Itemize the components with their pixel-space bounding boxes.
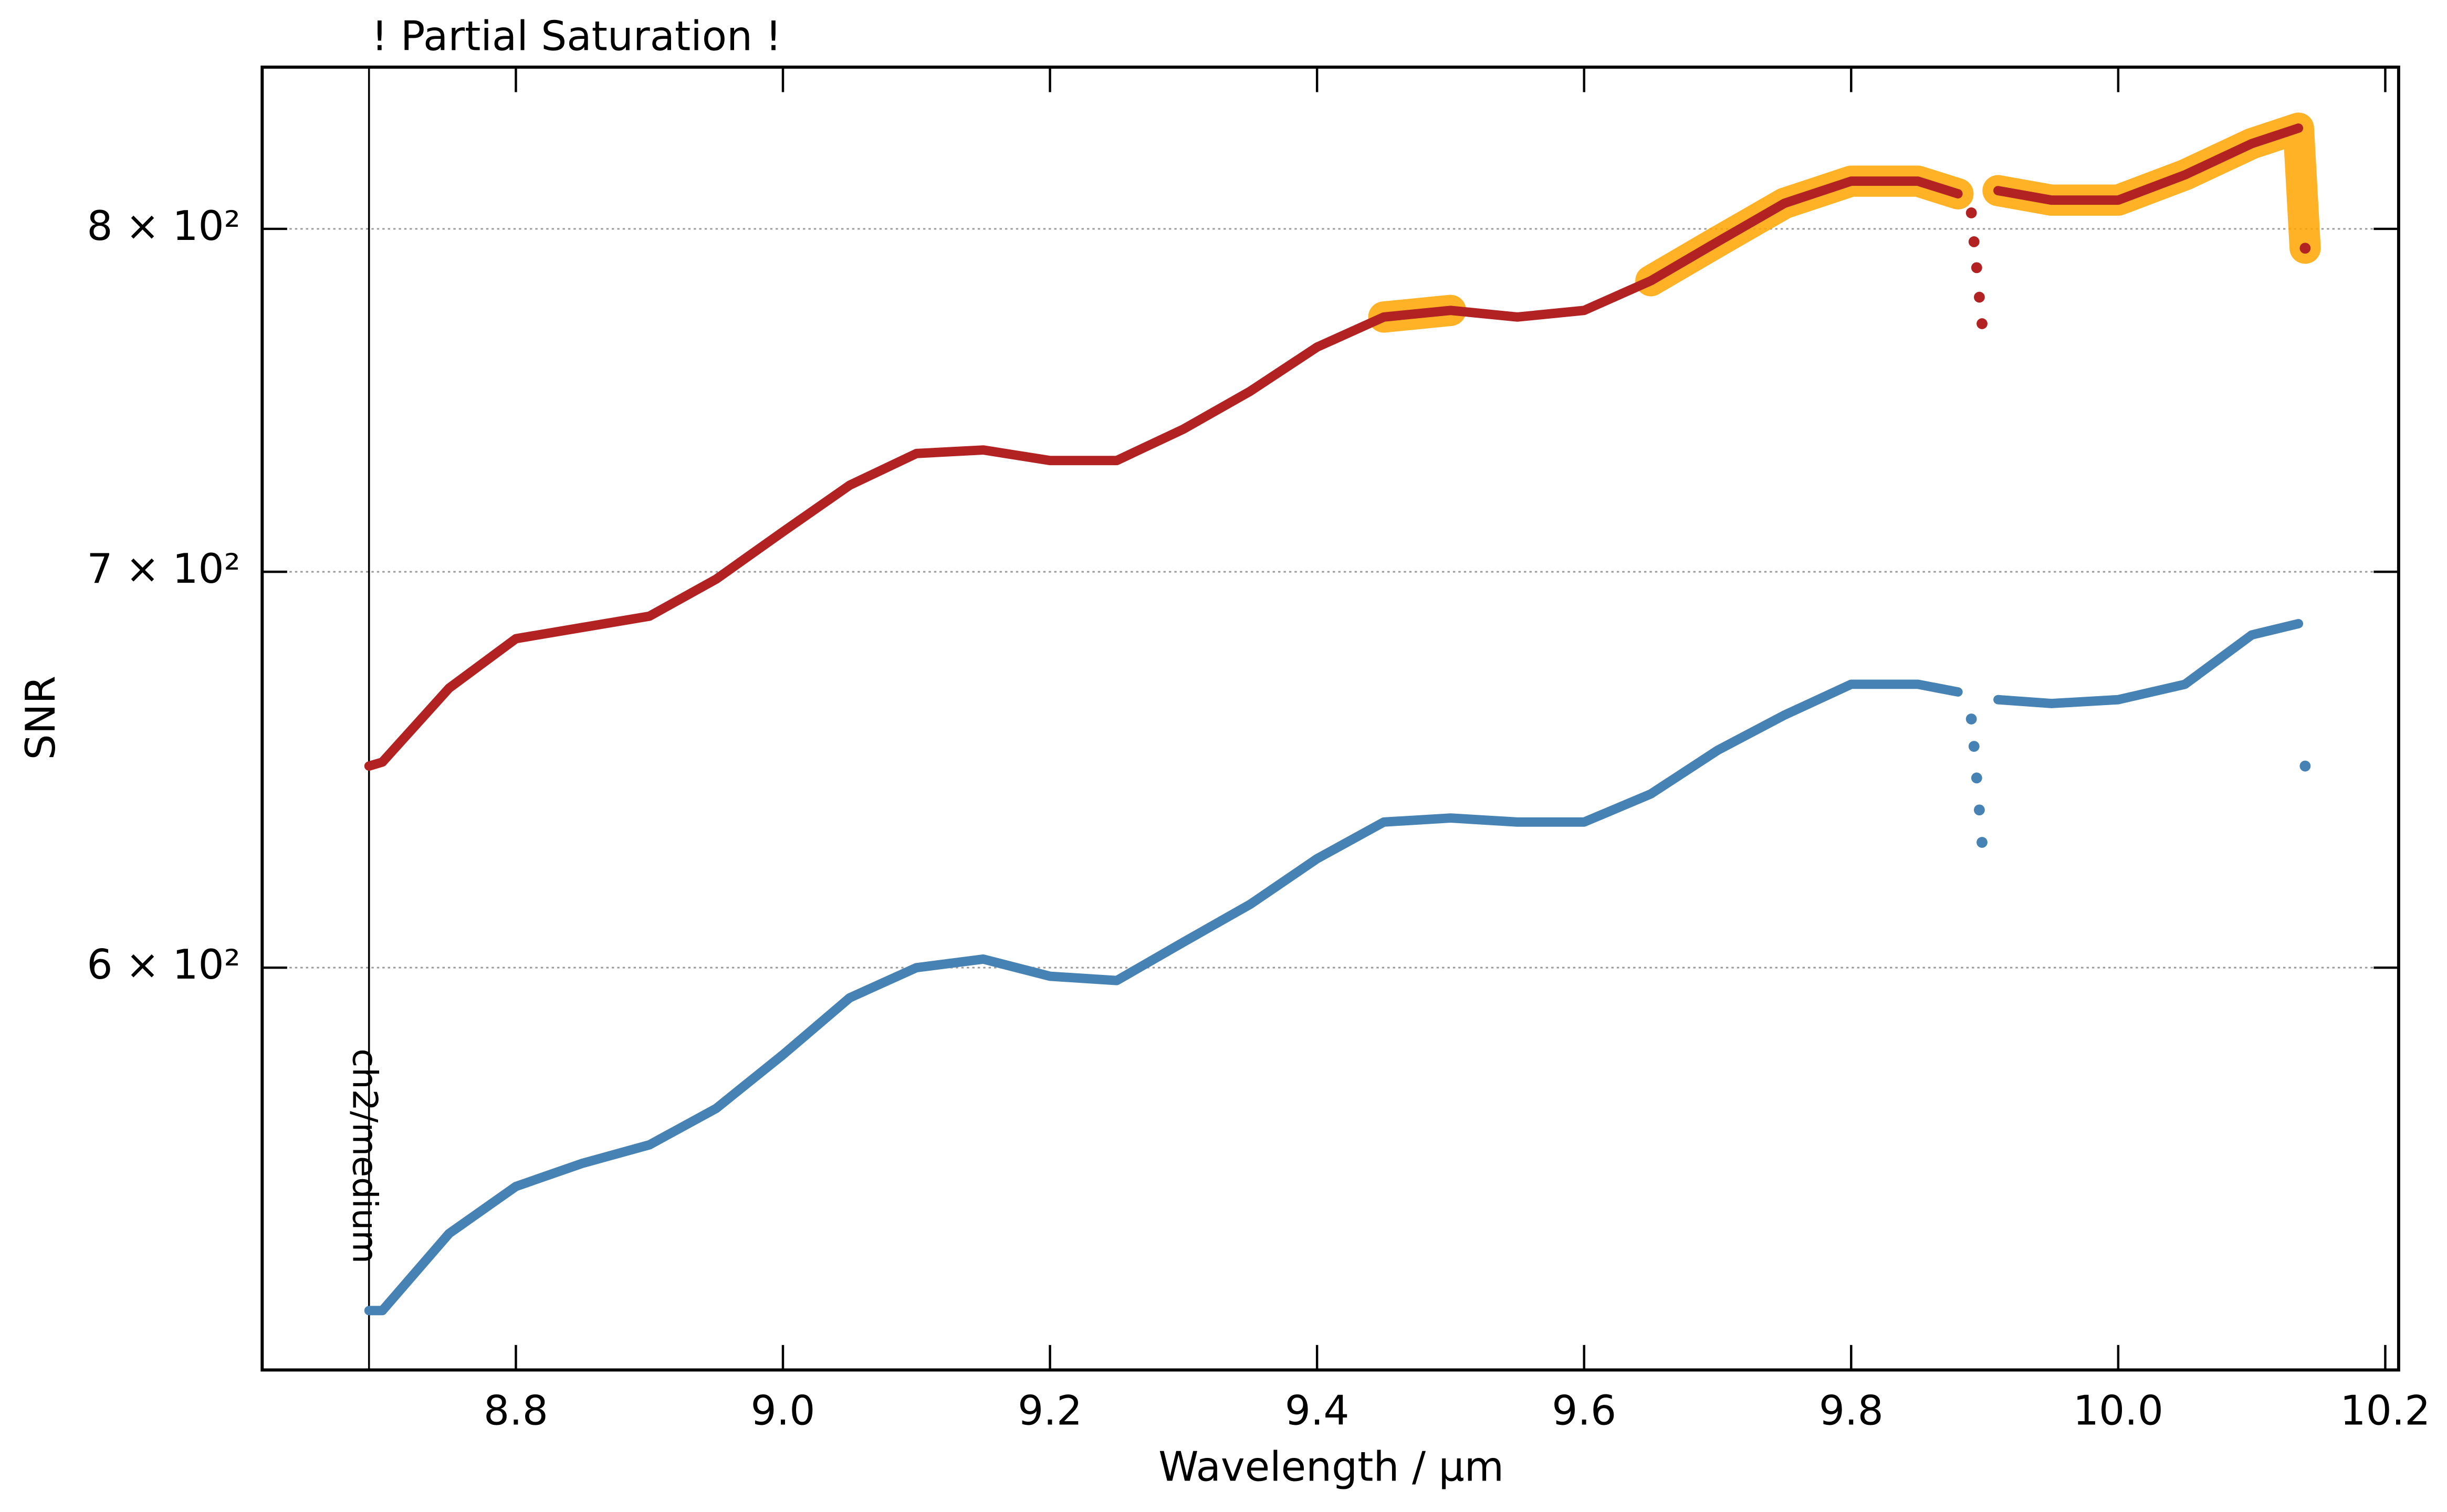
data-point — [1965, 713, 1977, 724]
x-tick-label: 9.4 — [1285, 1388, 1350, 1435]
plot-frame — [260, 65, 2400, 1372]
y-axis-label: SNR — [17, 676, 65, 760]
data-point — [1977, 318, 1988, 329]
data-point — [1965, 207, 1977, 218]
data-point — [1968, 741, 1980, 752]
data-point — [1974, 291, 1985, 303]
data-point — [1971, 262, 1982, 274]
y-tick-label: 6 × 10² — [87, 941, 240, 989]
series-line — [1993, 123, 2304, 205]
data-point — [2299, 760, 2311, 772]
x-tick-label: 10.0 — [2073, 1388, 2163, 1435]
y-tick-label: 7 × 10² — [87, 545, 240, 593]
series-line — [364, 176, 1963, 771]
data-point — [1974, 804, 1985, 816]
data-point — [1971, 772, 1982, 784]
x-tick-label: 9.0 — [751, 1388, 815, 1435]
y-tick-label: 8 × 10² — [87, 203, 240, 250]
series-line — [1993, 619, 2304, 708]
x-tick-label: 9.8 — [1819, 1388, 1884, 1435]
x-axis-label: Wavelength / μm — [1158, 1444, 1504, 1491]
x-tick-label: 9.6 — [1552, 1388, 1616, 1435]
x-tick-label: 10.2 — [2340, 1388, 2430, 1435]
data-point — [1968, 236, 1980, 247]
data-point — [2299, 243, 2311, 254]
x-tick-label: 9.2 — [1018, 1388, 1082, 1435]
annotation: ! Partial Saturation ! — [371, 13, 781, 60]
x-tick-label: 8.8 — [484, 1388, 548, 1435]
marker-label: ch2/medium — [345, 1048, 385, 1264]
series-line — [364, 679, 1963, 1316]
data-point — [1977, 837, 1988, 848]
